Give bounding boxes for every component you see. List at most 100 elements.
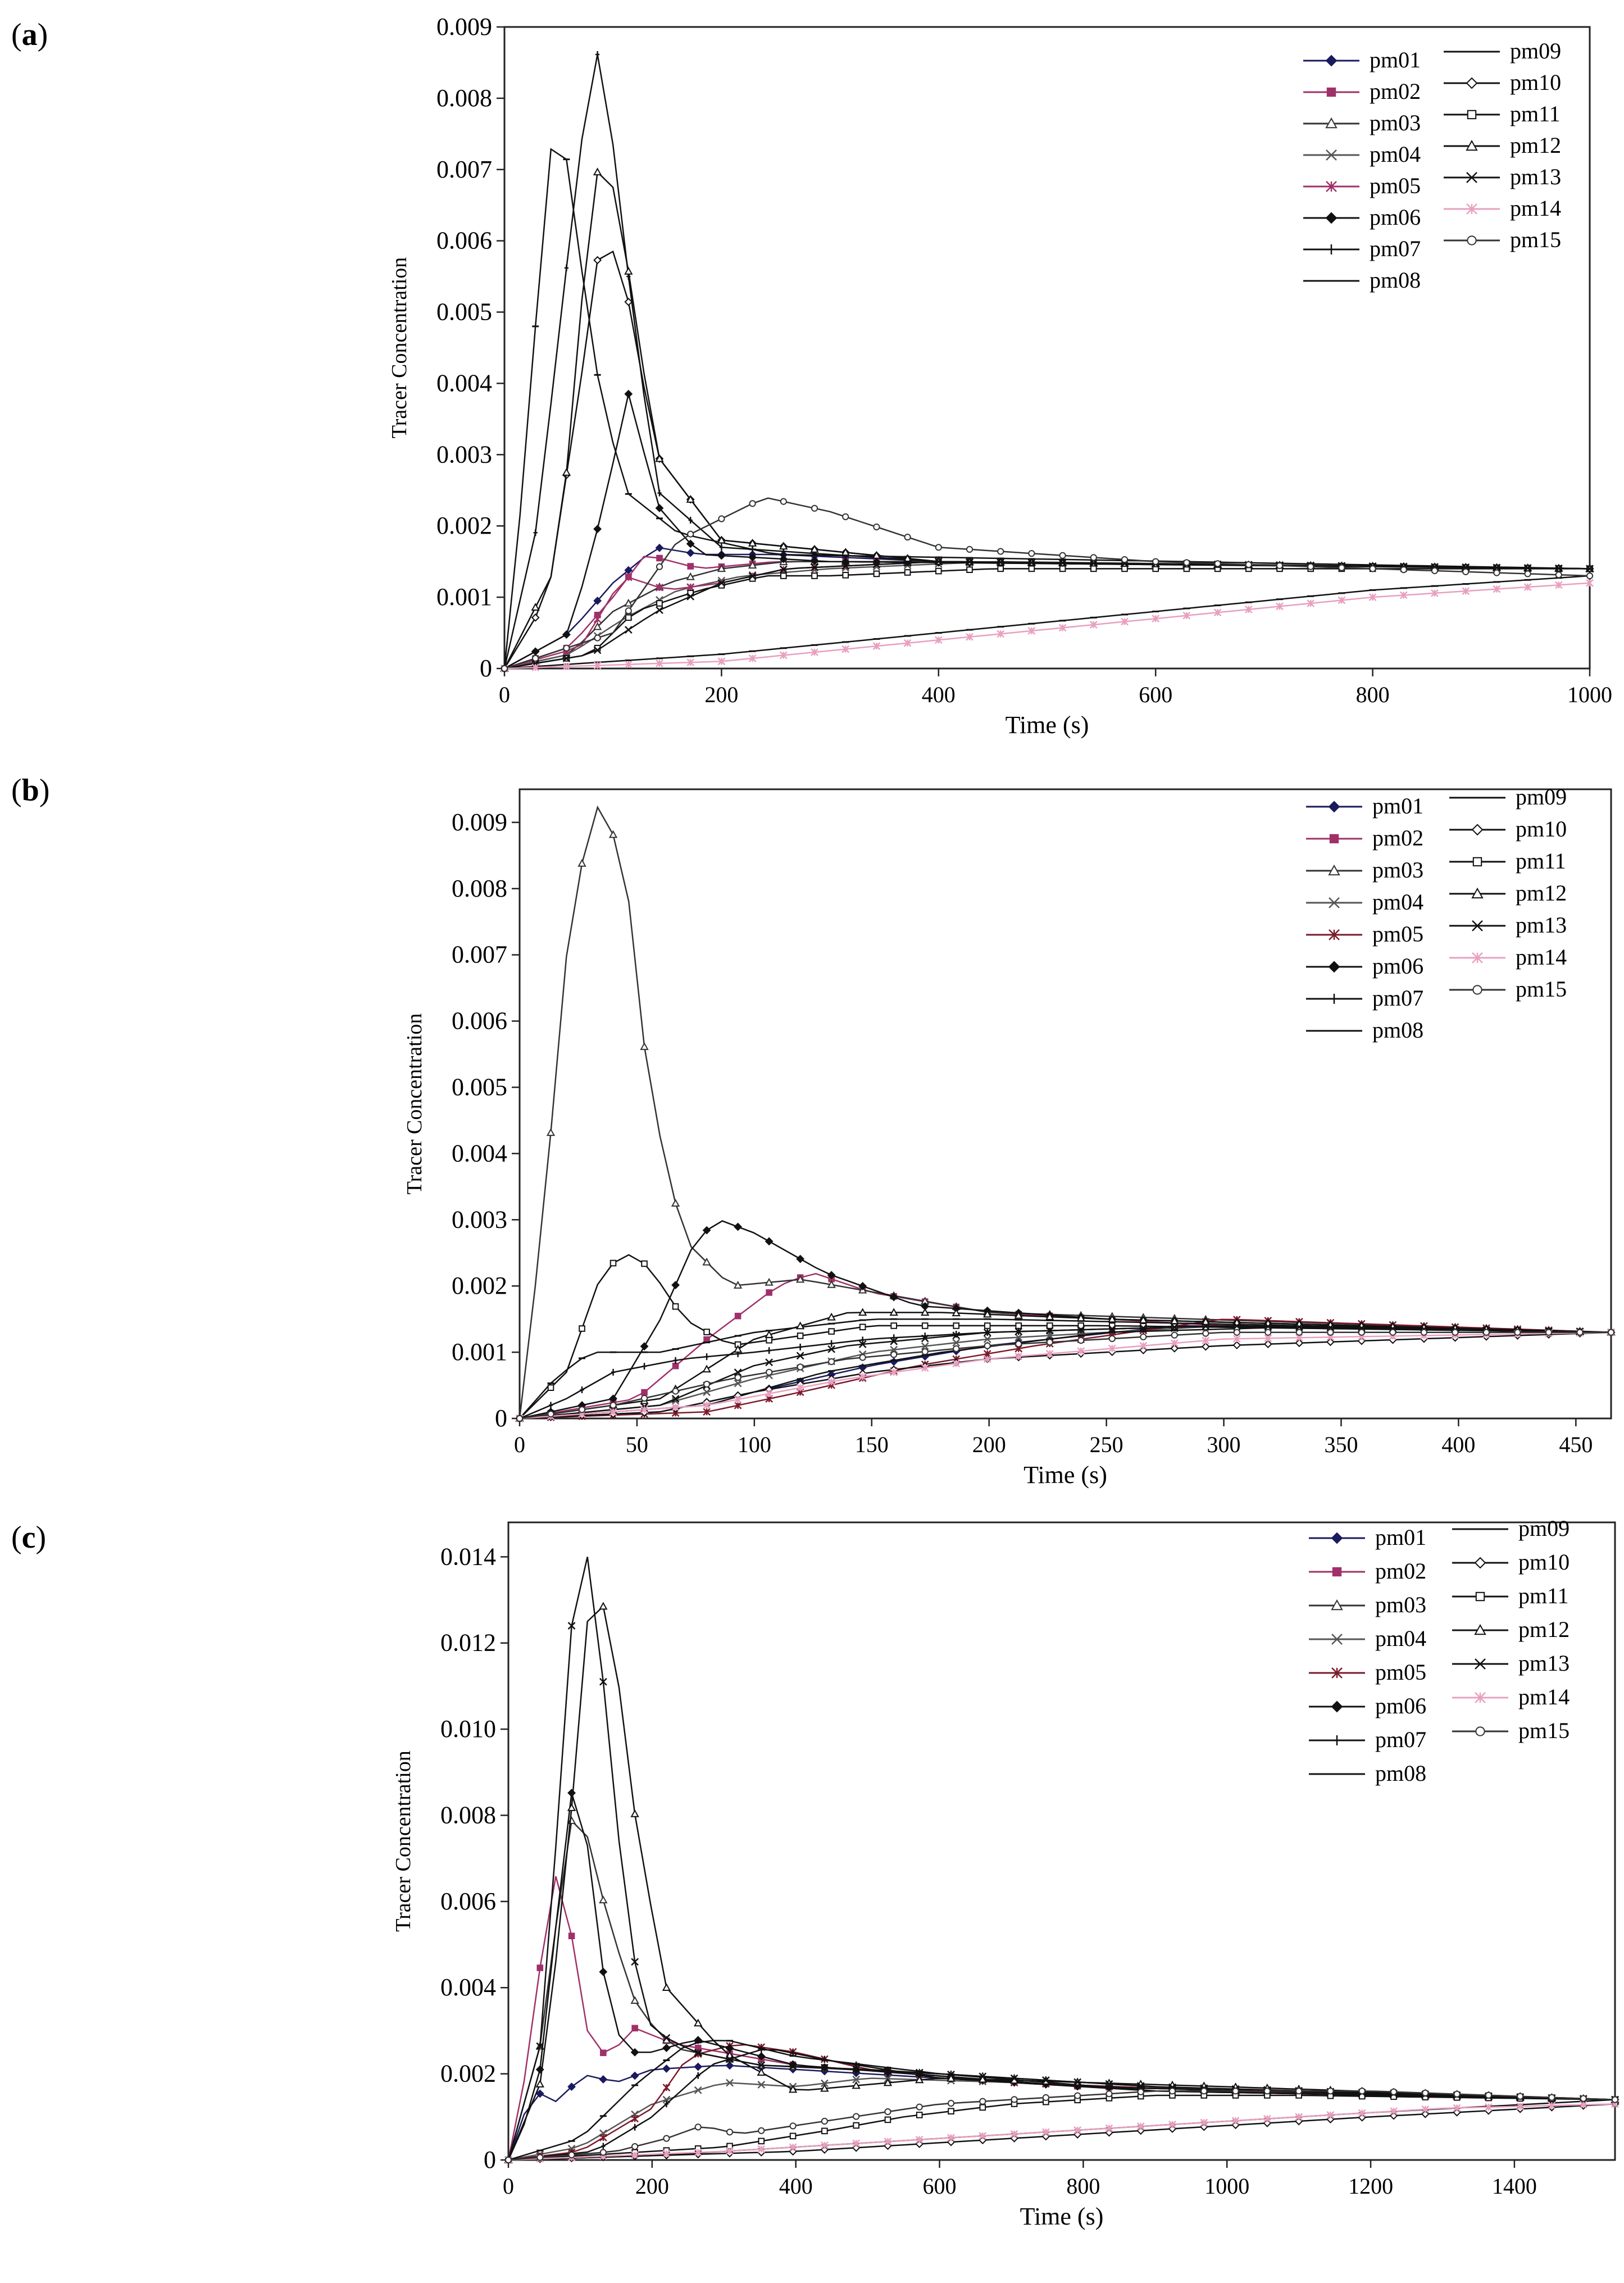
point-pm15 bbox=[625, 607, 632, 615]
point-pm10 bbox=[1232, 1341, 1241, 1349]
y-tick-label: 0.012 bbox=[440, 1629, 496, 1657]
line-pm07 bbox=[508, 2049, 1616, 2161]
legend-item-pm04: pm04 bbox=[1306, 889, 1423, 915]
legend-item-pm03: pm03 bbox=[1306, 857, 1423, 883]
point-pm14 bbox=[1015, 1352, 1023, 1361]
point-pm14 bbox=[1041, 2128, 1050, 2136]
point-pm15 bbox=[547, 1411, 554, 1418]
point-pm15 bbox=[1586, 572, 1594, 580]
legend-swatch-marker bbox=[1331, 1599, 1343, 1611]
point-pm01 bbox=[662, 2064, 671, 2073]
legend-swatch-marker bbox=[1331, 1700, 1343, 1713]
point-pm15 bbox=[656, 563, 663, 570]
point-pm12 bbox=[841, 548, 850, 556]
point-pm14 bbox=[1073, 2126, 1082, 2134]
legend-label: pm11 bbox=[1516, 848, 1566, 874]
point-pm14 bbox=[1202, 1336, 1210, 1345]
point-pm14 bbox=[562, 662, 571, 671]
point-pm07 bbox=[854, 2061, 858, 2068]
legend-label: pm05 bbox=[1375, 1659, 1426, 1685]
legend-item-pm08: pm08 bbox=[1309, 1761, 1426, 1786]
point-pm12 bbox=[1139, 1315, 1148, 1324]
line-pm10 bbox=[519, 1331, 1612, 1420]
point-pm13 bbox=[1523, 564, 1532, 572]
point-pm10 bbox=[593, 256, 602, 265]
legend: pm01 pm02 pm03 pm04 pm05 pm06 pm07 pm08 pm09 pm10… bbox=[1306, 784, 1567, 1043]
point-pm15 bbox=[1276, 562, 1284, 570]
point-pm15 bbox=[749, 500, 756, 507]
y-tick-label: 0.007 bbox=[436, 156, 492, 183]
point-pm07 bbox=[533, 529, 538, 536]
point-pm13 bbox=[662, 2034, 671, 2042]
line-pm04 bbox=[519, 1325, 1612, 1420]
point-pm13 bbox=[1015, 1327, 1023, 1336]
point-pm06 bbox=[810, 556, 819, 565]
legend-swatch-marker bbox=[1325, 54, 1338, 67]
point-pm10 bbox=[1263, 1340, 1272, 1349]
y-tick-label: 0.008 bbox=[436, 84, 492, 112]
legend-label: pm15 bbox=[1518, 1718, 1570, 1743]
point-pm15 bbox=[1140, 1333, 1147, 1340]
point-pm14 bbox=[671, 1403, 680, 1412]
legend-item-pm08: pm08 bbox=[1306, 1017, 1423, 1043]
point-pm15 bbox=[1369, 565, 1376, 572]
point-pm12 bbox=[702, 1365, 711, 1373]
x-axis-label: Time (s) bbox=[1020, 2203, 1104, 2230]
legend-label: pm12 bbox=[1510, 133, 1561, 158]
legend-item-pm01: pm01 bbox=[1306, 793, 1423, 818]
point-pm06 bbox=[671, 1281, 680, 1289]
point-pm13 bbox=[1045, 1326, 1054, 1335]
point-pm13 bbox=[631, 1958, 639, 1966]
point-pm15 bbox=[1121, 556, 1129, 563]
point-pm14 bbox=[952, 1359, 961, 1368]
point-pm05 bbox=[703, 1408, 711, 1416]
panel-label-c: (c) bbox=[11, 1520, 47, 1555]
legend: pm01 pm02 pm03 pm04 pm05 pm06 pm07 pm08 pm09 pm10… bbox=[1303, 38, 1561, 293]
point-pm13 bbox=[717, 579, 726, 587]
point-pm14 bbox=[656, 660, 663, 667]
x-tick-label: 200 bbox=[972, 1432, 1006, 1457]
point-pm06 bbox=[662, 2044, 671, 2053]
legend-label: pm09 bbox=[1518, 1516, 1570, 1541]
point-pm03 bbox=[599, 1895, 608, 1904]
y-tick-label: 0.002 bbox=[440, 2060, 496, 2088]
point-pm14 bbox=[789, 2143, 797, 2152]
legend-swatch-marker bbox=[1475, 1591, 1485, 1602]
point-pm14 bbox=[1493, 585, 1501, 593]
point-pm14 bbox=[1231, 2117, 1240, 2125]
y-tick-label: 0.009 bbox=[452, 808, 507, 836]
point-pm15 bbox=[979, 2098, 986, 2105]
legend-item-pm10: pm10 bbox=[1444, 70, 1561, 95]
point-pm02 bbox=[641, 1389, 648, 1396]
point-pm15 bbox=[1327, 2088, 1334, 2095]
point-pm10 bbox=[1326, 1338, 1335, 1347]
point-pm14 bbox=[726, 2147, 734, 2155]
point-pm15 bbox=[1517, 2093, 1524, 2100]
series-pm13 bbox=[504, 1557, 1619, 2164]
point-pm14 bbox=[1276, 602, 1284, 611]
x-tick-label: 150 bbox=[855, 1432, 889, 1457]
legend-label: pm02 bbox=[1375, 1558, 1426, 1584]
point-pm11 bbox=[935, 567, 942, 575]
point-pm15 bbox=[780, 498, 787, 505]
legend-item-pm11: pm11 bbox=[1444, 101, 1561, 126]
point-pm07 bbox=[688, 516, 693, 524]
point-pm14 bbox=[966, 633, 974, 641]
point-pm03 bbox=[546, 1128, 556, 1136]
point-pm11 bbox=[921, 1322, 929, 1329]
legend-swatch-marker bbox=[1466, 139, 1478, 151]
point-pm14 bbox=[1579, 2100, 1587, 2109]
point-pm11 bbox=[984, 1322, 991, 1329]
x-tick-label: 0 bbox=[514, 1432, 525, 1457]
series-pm15 bbox=[504, 2088, 1619, 2164]
legend-swatch-marker bbox=[1334, 1735, 1340, 1745]
point-pm14 bbox=[1108, 1344, 1116, 1353]
point-pm14 bbox=[686, 658, 695, 667]
point-pm14 bbox=[1136, 2122, 1145, 2131]
point-pm14 bbox=[1326, 2111, 1335, 2119]
point-pm01 bbox=[567, 2082, 576, 2091]
point-pm14 bbox=[1462, 587, 1470, 595]
point-pm13 bbox=[789, 2062, 797, 2071]
point-pm13 bbox=[979, 2072, 987, 2081]
point-pm14 bbox=[858, 1372, 867, 1381]
